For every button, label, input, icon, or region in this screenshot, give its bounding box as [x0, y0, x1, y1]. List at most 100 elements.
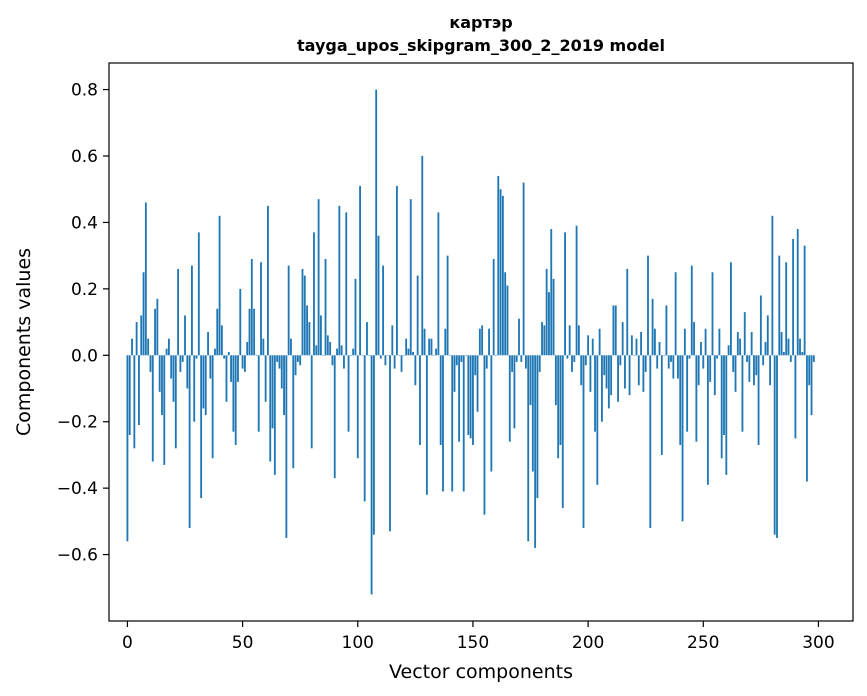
bar — [241, 355, 244, 369]
bar — [741, 355, 744, 432]
bar — [764, 342, 767, 356]
bar — [739, 338, 742, 356]
bar — [167, 338, 170, 356]
bar — [679, 355, 682, 445]
bar — [736, 332, 739, 356]
bar — [326, 335, 329, 356]
bar — [541, 322, 543, 356]
bar — [257, 355, 260, 432]
bar — [478, 328, 481, 356]
bar — [246, 342, 249, 356]
bar — [635, 338, 638, 356]
bar — [331, 355, 334, 366]
bar — [225, 355, 228, 402]
bar — [755, 355, 758, 376]
bar — [128, 355, 131, 435]
bar — [545, 268, 548, 356]
bar — [391, 325, 394, 356]
bar — [163, 355, 166, 465]
bar — [446, 255, 449, 356]
bar — [649, 355, 652, 528]
bar — [363, 355, 366, 502]
bar — [154, 308, 156, 356]
bar — [771, 215, 774, 356]
bar — [720, 355, 723, 459]
y-tick-label: −0.6 — [57, 546, 98, 566]
bar — [172, 355, 175, 402]
y-axis-ticks: −0.6 −0.4 −0.2 0.0 0.2 0.4 0.6 0.8 — [57, 81, 109, 566]
bar — [262, 338, 265, 356]
bar — [195, 355, 198, 359]
bar — [138, 355, 140, 426]
bar — [803, 245, 806, 356]
bar — [467, 355, 470, 435]
bar — [193, 355, 196, 422]
bar — [267, 205, 269, 356]
bar — [283, 355, 285, 416]
bar — [223, 355, 226, 359]
bar — [601, 355, 603, 422]
bar — [580, 355, 583, 386]
bar — [398, 355, 401, 356]
bar — [808, 355, 811, 386]
bar — [336, 348, 338, 356]
bar — [759, 295, 762, 356]
bar — [660, 355, 663, 455]
bar — [658, 342, 661, 356]
bar — [384, 355, 387, 366]
bar — [794, 355, 797, 439]
bar — [352, 348, 355, 356]
bar — [683, 328, 686, 356]
bar — [525, 355, 527, 369]
bar — [319, 315, 322, 356]
bar — [497, 175, 500, 356]
bar — [184, 315, 186, 356]
bar — [306, 305, 309, 356]
bar — [571, 355, 573, 372]
bar — [260, 262, 262, 356]
bar — [670, 355, 672, 362]
bar — [402, 355, 405, 356]
bar — [271, 355, 274, 429]
bar — [253, 308, 256, 356]
bar — [801, 351, 804, 356]
bar — [287, 265, 290, 356]
bar — [310, 355, 313, 449]
bar — [144, 202, 147, 356]
bar — [538, 355, 541, 372]
bar — [356, 355, 359, 459]
bar — [250, 258, 253, 356]
bar — [133, 355, 136, 449]
bar — [702, 355, 705, 369]
bar — [612, 305, 615, 356]
bar — [126, 355, 129, 542]
bar — [230, 355, 232, 382]
bar — [439, 355, 442, 445]
bar — [748, 355, 751, 382]
bar — [644, 355, 647, 372]
bar — [499, 189, 502, 356]
bar — [630, 335, 633, 356]
bar — [743, 312, 746, 356]
bar — [269, 355, 272, 462]
bar — [140, 315, 143, 356]
bar — [448, 355, 451, 356]
bar — [370, 355, 373, 595]
bar — [561, 355, 564, 509]
bar — [508, 355, 511, 442]
bar — [582, 355, 585, 528]
bar — [416, 275, 419, 356]
bar — [674, 272, 677, 356]
bar — [663, 355, 666, 356]
bar — [421, 156, 424, 356]
bar — [174, 355, 177, 449]
bar — [405, 338, 408, 356]
bar — [432, 355, 435, 356]
bar — [216, 308, 219, 356]
bar — [591, 338, 594, 356]
bar — [548, 292, 550, 356]
bar — [343, 355, 345, 369]
bar — [559, 355, 562, 445]
